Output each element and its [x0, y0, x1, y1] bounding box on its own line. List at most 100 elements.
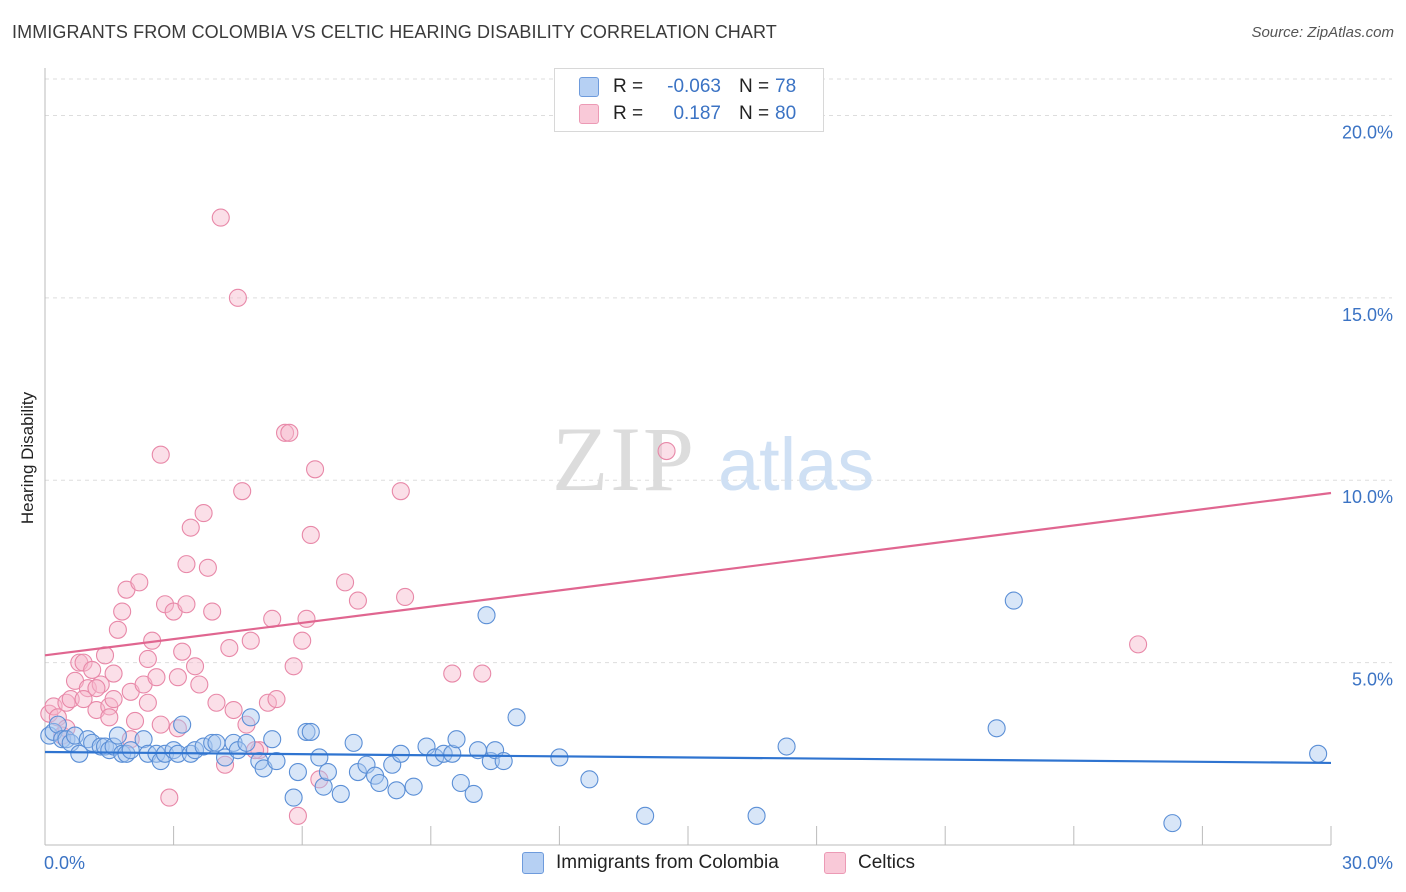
- celtics-point: [138, 649, 157, 669]
- colombia-point: [344, 733, 363, 752]
- celtics-point: [108, 620, 127, 639]
- celtics-point: [168, 668, 187, 687]
- axes: [44, 68, 1332, 846]
- colombia-point: [777, 737, 796, 756]
- colombia-point: [121, 741, 140, 760]
- celtics-point: [207, 693, 226, 712]
- colombia-point: [297, 722, 316, 741]
- colombia-point: [443, 744, 462, 763]
- celtics-point: [104, 690, 123, 709]
- celtics-point: [113, 602, 132, 621]
- colombia-point: [1309, 744, 1328, 763]
- legend-r-label: R =: [613, 103, 644, 124]
- celtics-point: [267, 690, 286, 709]
- colombia-point: [404, 777, 423, 796]
- legend-n-value: 80: [775, 103, 797, 124]
- celtics-point: [211, 208, 230, 227]
- celtics-point: [160, 788, 179, 807]
- colombia-point: [48, 715, 67, 734]
- correlation-legend: R = -0.063 N = 78 R = 0.187 N = 80: [554, 68, 824, 132]
- legend-row-celtics: R = 0.187 N = 80: [579, 101, 796, 127]
- colombia-point: [318, 762, 337, 782]
- grid-lines: [45, 78, 1392, 664]
- legend-n-label: N =: [739, 76, 770, 97]
- trend-lines: [44, 491, 1332, 765]
- y-tick-label: 10.0%: [1342, 487, 1393, 507]
- colombia-point: [267, 752, 286, 771]
- celtics-point: [104, 664, 123, 683]
- y-axis-label: Hearing Disability: [18, 391, 37, 524]
- colombia-point: [173, 715, 192, 734]
- colombia-point: [447, 730, 466, 749]
- x-tick-label: 0.0%: [44, 853, 85, 873]
- celtics-point: [61, 690, 80, 709]
- celtics-point: [1129, 635, 1148, 654]
- colombia-point: [314, 777, 333, 796]
- celtics-point: [284, 657, 303, 676]
- tick-labels: 5.0% 10.0% 15.0% 20.0% 0.0% 30.0%: [44, 122, 1393, 873]
- celtics-point: [348, 591, 367, 610]
- legend-row-colombia: R = -0.063 N = 78: [579, 74, 796, 100]
- y-tick-label: 15.0%: [1342, 305, 1393, 325]
- celtics-point: [233, 482, 252, 501]
- celtics-point: [306, 460, 325, 479]
- colombia-point: [108, 726, 127, 745]
- legend-r-value: -0.063: [667, 76, 721, 97]
- celtics-point: [443, 664, 462, 683]
- colombia-point: [203, 733, 222, 752]
- legend-r-value: 0.187: [673, 103, 721, 124]
- celtics-point: [151, 445, 170, 464]
- colombia-point: [507, 708, 526, 727]
- colombia-point: [284, 788, 303, 807]
- colombia-point: [241, 708, 260, 727]
- celtics-point: [151, 715, 170, 734]
- bottom-legend-swatch-blue: [522, 852, 544, 874]
- celtics-point: [336, 573, 355, 592]
- celtics-point: [185, 657, 205, 676]
- legend-swatch-pink: [579, 104, 599, 124]
- celtics-point: [297, 609, 316, 628]
- celtics-point: [293, 631, 312, 650]
- celtics-point: [280, 423, 299, 442]
- colombia-point: [1163, 814, 1182, 833]
- celtics-trend-line: [44, 491, 1332, 657]
- celtics-point: [203, 602, 222, 621]
- colombia-point: [987, 719, 1006, 738]
- colombia-trend-line: [44, 750, 1332, 765]
- celtics-point: [181, 518, 200, 537]
- celtics-point: [173, 642, 192, 661]
- colombia-point: [301, 722, 320, 741]
- legend-swatch-blue: [579, 77, 599, 97]
- bottom-legend-colombia: Immigrants from Colombia: [522, 852, 779, 874]
- bottom-legend-label-colombia: Immigrants from Colombia: [556, 852, 779, 873]
- celtics-point: [147, 668, 166, 687]
- celtics-point: [177, 595, 196, 614]
- colombia-point: [636, 806, 655, 825]
- celtics-point: [228, 288, 247, 307]
- y-tick-label: 20.0%: [1342, 122, 1393, 142]
- colombia-point: [288, 762, 307, 782]
- celtics-point: [130, 573, 149, 592]
- celtics-point: [138, 693, 157, 712]
- celtics-point: [87, 679, 106, 698]
- colombia-point: [331, 784, 350, 803]
- celtics-point: [391, 482, 410, 501]
- colombia-point: [580, 770, 599, 789]
- chart-title: IMMIGRANTS FROM COLOMBIA VS CELTIC HEARI…: [12, 22, 777, 42]
- celtics-point: [301, 525, 320, 545]
- celtics-point: [100, 708, 119, 727]
- celtics-point: [177, 555, 196, 574]
- source-label: Source: ZipAtlas.com: [1251, 24, 1394, 41]
- bottom-legend-swatch-pink: [824, 852, 846, 874]
- bottom-legend-label-celtics: Celtics: [858, 852, 916, 873]
- legend-n-value: 78: [775, 76, 797, 97]
- legend-r-label: R =: [613, 76, 644, 97]
- colombia-point: [263, 730, 282, 749]
- colombia-point: [747, 806, 766, 825]
- celtics-point: [190, 675, 209, 694]
- x-tick-label: 30.0%: [1342, 853, 1393, 873]
- watermark-zip: ZIP: [552, 408, 696, 510]
- bottom-legend-celtics: Celtics: [824, 852, 915, 874]
- celtics-point: [473, 664, 492, 683]
- watermark-atlas: atlas: [718, 423, 874, 506]
